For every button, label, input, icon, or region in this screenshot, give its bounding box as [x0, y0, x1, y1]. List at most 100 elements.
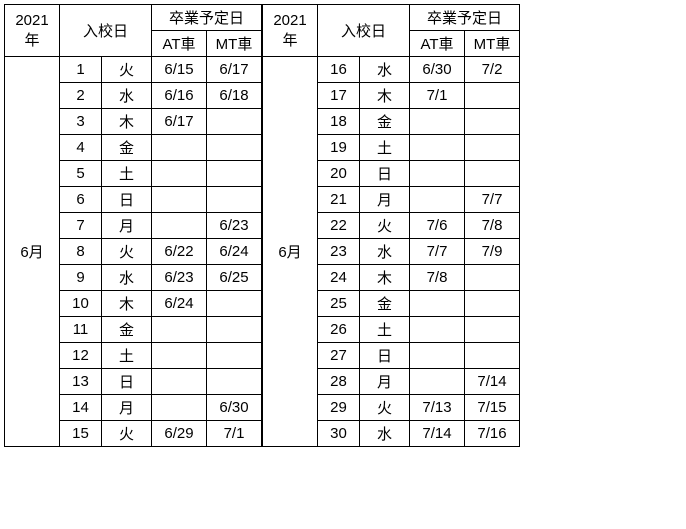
day-number: 1	[60, 57, 102, 83]
mt-date	[465, 83, 520, 109]
at-date: 7/7	[410, 239, 465, 265]
day-number: 14	[60, 395, 102, 421]
mt-date: 6/18	[207, 83, 262, 109]
day-of-week: 木	[360, 265, 410, 291]
day-number: 21	[318, 187, 360, 213]
at-date: 7/14	[410, 421, 465, 447]
day-of-week: 水	[360, 239, 410, 265]
day-of-week: 木	[360, 83, 410, 109]
day-number: 12	[60, 343, 102, 369]
at-date	[410, 161, 465, 187]
day-of-week: 金	[360, 109, 410, 135]
at-date	[410, 317, 465, 343]
mt-date: 7/2	[465, 57, 520, 83]
year-cell: 2021年	[5, 5, 60, 57]
day-of-week: 水	[360, 57, 410, 83]
schedule-table-left: 2021年 入校日 卒業予定日 AT車 MT車 6月1火6/156/172水6/…	[4, 4, 262, 447]
day-of-week: 水	[102, 265, 152, 291]
day-of-week: 月	[360, 369, 410, 395]
at-date: 6/16	[152, 83, 207, 109]
at-date	[152, 187, 207, 213]
mt-date	[465, 317, 520, 343]
mt-date: 6/17	[207, 57, 262, 83]
day-number: 5	[60, 161, 102, 187]
mt-date	[465, 343, 520, 369]
mt-header: MT車	[207, 31, 262, 57]
day-number: 17	[318, 83, 360, 109]
day-of-week: 金	[360, 291, 410, 317]
at-date	[152, 343, 207, 369]
day-number: 7	[60, 213, 102, 239]
mt-date	[465, 161, 520, 187]
at-date: 6/17	[152, 109, 207, 135]
day-number: 23	[318, 239, 360, 265]
day-of-week: 土	[102, 161, 152, 187]
at-date	[410, 343, 465, 369]
day-of-week: 水	[360, 421, 410, 447]
day-of-week: 火	[360, 395, 410, 421]
graduation-header: 卒業予定日	[410, 5, 520, 31]
day-number: 8	[60, 239, 102, 265]
month-cell: 6月	[263, 57, 318, 447]
enrollment-header: 入校日	[60, 5, 152, 57]
day-of-week: 火	[102, 421, 152, 447]
mt-date: 7/15	[465, 395, 520, 421]
mt-date	[207, 135, 262, 161]
day-of-week: 金	[102, 317, 152, 343]
at-date: 7/6	[410, 213, 465, 239]
day-number: 13	[60, 369, 102, 395]
day-of-week: 木	[102, 109, 152, 135]
mt-date: 7/16	[465, 421, 520, 447]
mt-date	[465, 291, 520, 317]
mt-date	[207, 161, 262, 187]
day-of-week: 木	[102, 291, 152, 317]
graduation-header: 卒業予定日	[152, 5, 262, 31]
day-number: 10	[60, 291, 102, 317]
mt-date	[207, 109, 262, 135]
at-date: 7/13	[410, 395, 465, 421]
day-of-week: 日	[102, 187, 152, 213]
day-of-week: 土	[102, 343, 152, 369]
month-cell: 6月	[5, 57, 60, 447]
mt-date	[465, 135, 520, 161]
mt-date	[207, 291, 262, 317]
at-date: 6/15	[152, 57, 207, 83]
mt-date: 6/25	[207, 265, 262, 291]
day-of-week: 火	[102, 239, 152, 265]
at-date	[152, 213, 207, 239]
at-date	[152, 161, 207, 187]
at-date: 7/8	[410, 265, 465, 291]
at-date: 6/24	[152, 291, 207, 317]
at-date: 6/22	[152, 239, 207, 265]
day-number: 25	[318, 291, 360, 317]
day-number: 27	[318, 343, 360, 369]
mt-date: 6/23	[207, 213, 262, 239]
day-number: 29	[318, 395, 360, 421]
mt-date	[207, 187, 262, 213]
day-number: 16	[318, 57, 360, 83]
mt-date: 7/8	[465, 213, 520, 239]
day-number: 18	[318, 109, 360, 135]
mt-date: 7/9	[465, 239, 520, 265]
day-number: 28	[318, 369, 360, 395]
mt-header: MT車	[465, 31, 520, 57]
at-date	[410, 135, 465, 161]
day-of-week: 土	[360, 135, 410, 161]
at-header: AT車	[152, 31, 207, 57]
day-number: 9	[60, 265, 102, 291]
day-of-week: 日	[360, 343, 410, 369]
day-of-week: 火	[360, 213, 410, 239]
mt-date	[207, 369, 262, 395]
day-of-week: 土	[360, 317, 410, 343]
at-date: 6/23	[152, 265, 207, 291]
day-number: 30	[318, 421, 360, 447]
at-date	[152, 395, 207, 421]
at-date	[152, 369, 207, 395]
day-number: 20	[318, 161, 360, 187]
mt-date	[465, 109, 520, 135]
day-number: 22	[318, 213, 360, 239]
mt-date: 7/14	[465, 369, 520, 395]
day-number: 26	[318, 317, 360, 343]
enrollment-header: 入校日	[318, 5, 410, 57]
day-number: 4	[60, 135, 102, 161]
